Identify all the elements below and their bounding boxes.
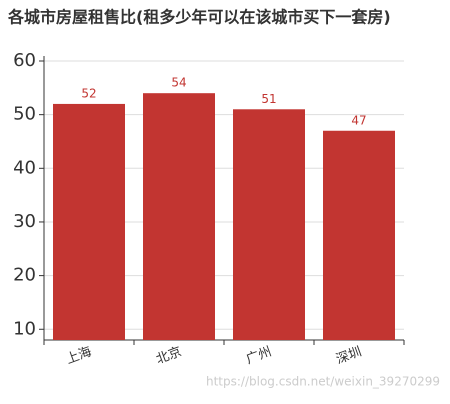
x-tick-label: 北京: [154, 345, 184, 368]
y-tick-label: 50: [13, 104, 36, 125]
data-label: 54: [171, 76, 186, 90]
bar: [323, 130, 395, 340]
bar: [233, 109, 305, 341]
watermark: https://blog.csdn.net/weixin_39270299: [206, 375, 440, 389]
data-label: 51: [261, 92, 276, 106]
x-tick-label: 上海: [64, 345, 94, 368]
y-tick-label: 30: [13, 211, 36, 232]
data-label: 52: [81, 86, 96, 100]
bar: [143, 93, 215, 340]
x-tick-label: 广州: [244, 345, 274, 368]
bar: [53, 103, 125, 340]
y-tick-label: 60: [13, 50, 36, 71]
chart-title: 各城市房屋租售比(租多少年可以在该城市买下一套房): [7, 8, 391, 27]
y-tick-label: 20: [13, 265, 36, 286]
y-tick-label: 40: [13, 157, 36, 178]
x-tick-label: 深圳: [334, 345, 364, 368]
data-label: 47: [351, 113, 366, 127]
y-tick-label: 10: [13, 318, 36, 339]
